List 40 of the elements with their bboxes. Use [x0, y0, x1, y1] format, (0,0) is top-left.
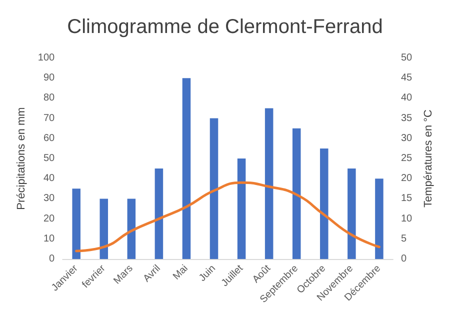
y-tick-label: 10	[43, 233, 56, 244]
bar	[127, 198, 136, 259]
y-tick-label: 0	[49, 254, 56, 264]
y-tick-label: 20	[43, 213, 56, 224]
bar	[264, 108, 274, 259]
x-tick-label: Juin	[197, 263, 218, 284]
y2-tick-label: 30	[400, 132, 413, 144]
y-tick-label: 50	[43, 153, 56, 164]
y-tick-label: 90	[43, 72, 56, 84]
bar	[292, 128, 301, 259]
y-tick-label: 40	[43, 173, 56, 184]
y-tick-label: 100	[38, 52, 56, 64]
y2-tick-label: 0	[400, 254, 407, 264]
y-tick-label: 30	[43, 193, 56, 204]
bar	[100, 198, 108, 259]
y2-tick-label: 10	[400, 213, 413, 224]
bar	[182, 78, 191, 259]
bar	[154, 168, 164, 259]
y-axis-title: Précipitations en mm	[16, 107, 28, 210]
y2-tick-label: 15	[400, 193, 413, 204]
y-tick-label: 70	[43, 112, 56, 124]
y-tick-label: 60	[43, 132, 56, 144]
y2-axis-title: Températures en °C	[422, 109, 434, 208]
line-series	[75, 181, 380, 252]
y2-tick-label: 5	[400, 233, 407, 244]
bar	[210, 118, 218, 259]
y-tick-label: 80	[43, 92, 56, 104]
y2-tick-label: 50	[400, 52, 413, 64]
bar	[348, 168, 356, 259]
y2-tick-label: 40	[400, 92, 413, 104]
y2-tick-label: 25	[400, 153, 413, 164]
x-tick-label: Mai	[171, 263, 190, 282]
chart-title: Climogramme de Clermont-Ferrand	[67, 16, 383, 38]
y2-tick-label: 45	[400, 72, 413, 84]
bar	[237, 158, 246, 259]
y2-tick-label: 20	[400, 173, 413, 184]
bar	[320, 148, 328, 259]
y2-tick-label: 35	[400, 112, 413, 124]
bar	[72, 188, 80, 259]
bar	[375, 178, 384, 259]
